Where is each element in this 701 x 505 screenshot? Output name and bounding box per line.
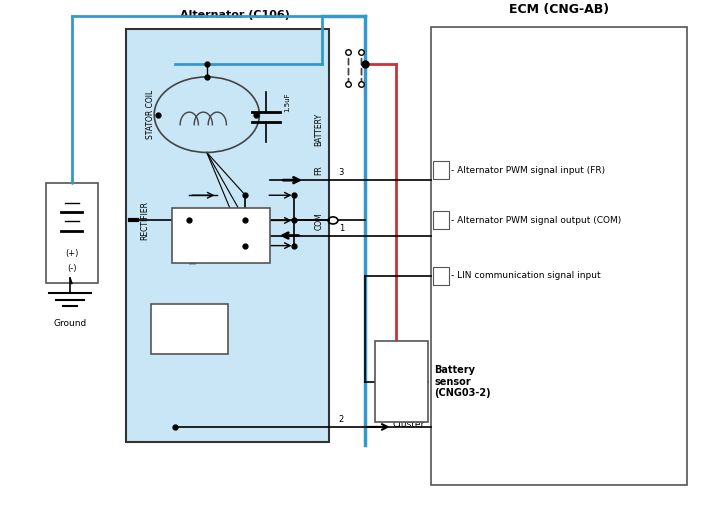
Text: FR: FR [315,165,323,175]
Text: 32: 32 [435,271,447,280]
Text: BATTERY: BATTERY [315,113,323,146]
Text: - Alternator PWM signal output (COM): - Alternator PWM signal output (COM) [451,216,622,225]
Text: FIELD COIL: FIELD COIL [156,308,164,349]
Text: (+): (+) [65,248,79,258]
Text: 16: 16 [435,216,447,225]
Text: COM: COM [315,212,323,230]
Text: 2: 2 [339,415,344,424]
Text: 1: 1 [339,224,344,232]
FancyBboxPatch shape [151,304,228,354]
FancyBboxPatch shape [46,183,98,283]
FancyBboxPatch shape [433,267,449,285]
FancyBboxPatch shape [126,29,329,442]
FancyBboxPatch shape [433,161,449,179]
Text: IC REGULATOR: IC REGULATOR [190,208,198,264]
Text: RECTIFIER: RECTIFIER [141,201,149,240]
Text: 15: 15 [436,166,446,175]
Text: 1.5uF: 1.5uF [284,92,290,112]
Text: STATOR COIL: STATOR COIL [147,90,155,139]
Text: - LIN communication signal input: - LIN communication signal input [451,271,601,280]
FancyBboxPatch shape [433,212,449,229]
Text: Ground: Ground [53,319,87,328]
Text: 3: 3 [339,168,344,177]
Text: (-): (-) [67,264,76,273]
Text: Cluster: Cluster [393,420,425,429]
FancyBboxPatch shape [172,208,270,263]
Text: - Alternator PWM signal input (FR): - Alternator PWM signal input (FR) [451,166,606,175]
Text: Battery
sensor
(CNG03-2): Battery sensor (CNG03-2) [435,365,491,398]
Text: ECM (CNG-AB): ECM (CNG-AB) [509,4,609,17]
FancyBboxPatch shape [375,341,428,422]
FancyBboxPatch shape [431,27,687,485]
Text: Alternator (C106): Alternator (C106) [180,10,290,20]
